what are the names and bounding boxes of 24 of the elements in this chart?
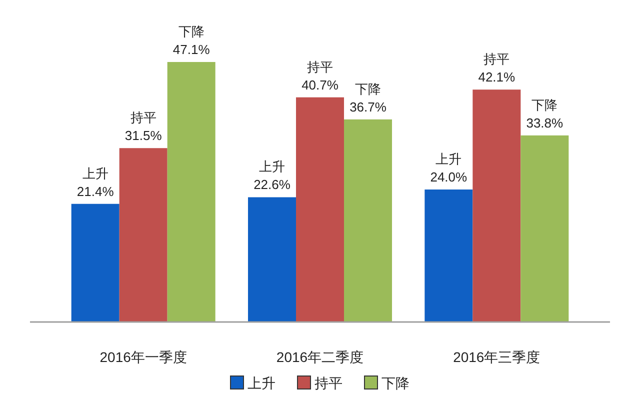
data-label: 21.4% xyxy=(76,184,114,199)
series-label: 上升 xyxy=(436,152,462,167)
data-label: 22.6% xyxy=(254,177,290,192)
data-label: 42.1% xyxy=(478,70,516,85)
data-label: 31.5% xyxy=(124,128,162,144)
legend-label: 上升 xyxy=(248,375,276,391)
data-label: 24.0% xyxy=(430,170,468,185)
series-label: 下降 xyxy=(178,24,204,39)
data-label: 40.7% xyxy=(302,77,338,92)
data-label: 47.1% xyxy=(172,42,210,57)
series-label: 下降 xyxy=(355,81,381,96)
series-label: 持平 xyxy=(484,52,510,67)
data-label: 36.7% xyxy=(350,99,386,114)
data-label: 33.8% xyxy=(526,115,564,130)
x-tick-label: 2016年三季度 xyxy=(453,349,540,365)
x-tick-label: 2016年一季度 xyxy=(100,349,187,365)
series-label: 持平 xyxy=(307,59,333,74)
series-label: 下降 xyxy=(532,97,558,112)
series-label: 持平 xyxy=(130,110,156,126)
legend-label: 下降 xyxy=(382,375,410,391)
series-label: 上升 xyxy=(82,166,108,181)
legend-label: 持平 xyxy=(314,375,342,391)
x-tick-label: 2016年二季度 xyxy=(276,349,364,365)
series-label: 上升 xyxy=(259,159,285,174)
